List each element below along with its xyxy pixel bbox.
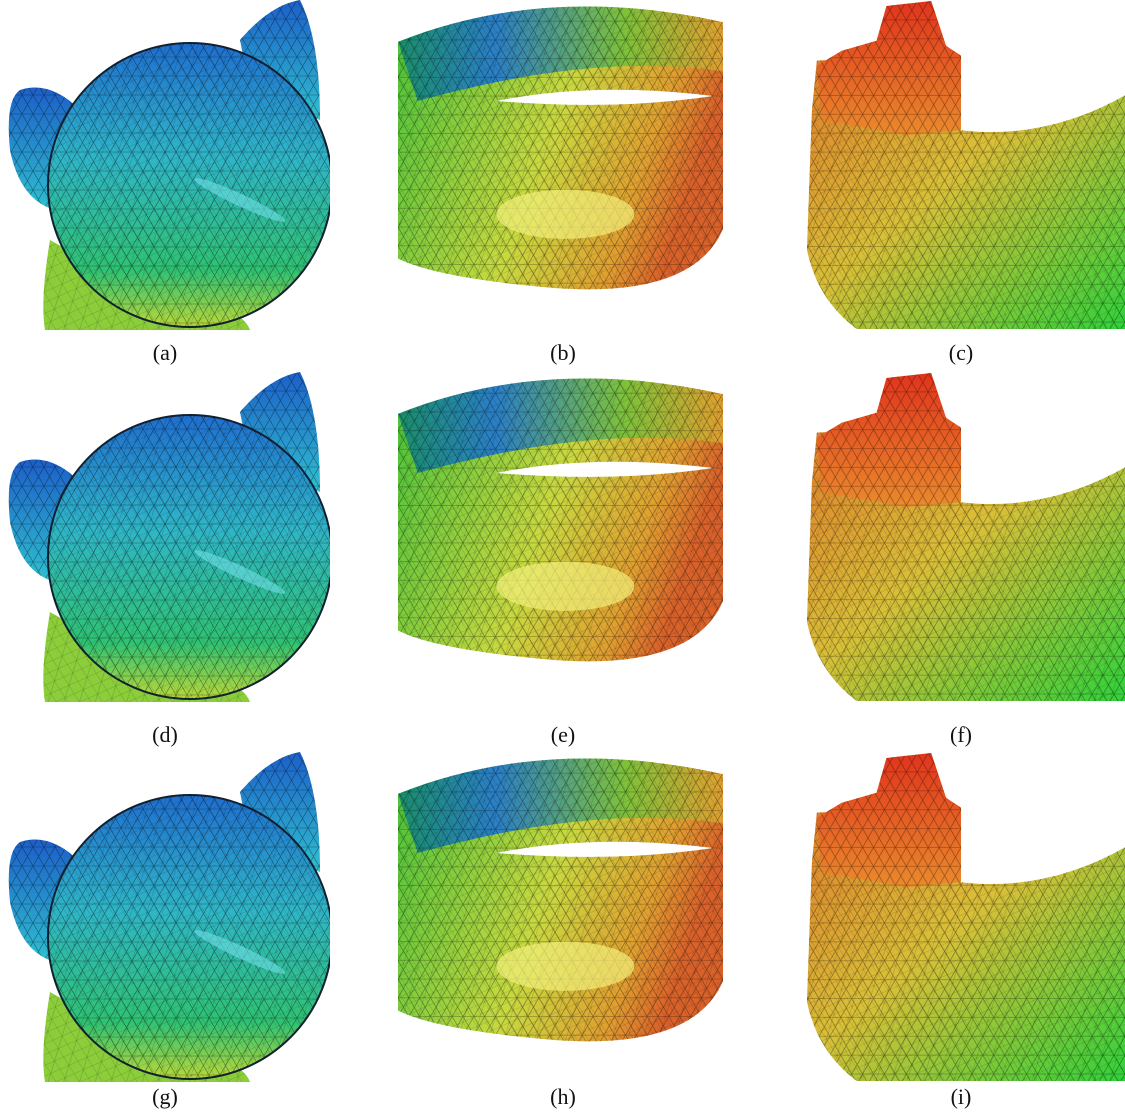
caption: (a) [153, 340, 177, 365]
cat-render [9, 0, 332, 330]
torus-render [398, 378, 723, 661]
caption: (e) [551, 722, 575, 747]
caption: (b) [550, 340, 576, 365]
caption: (d) [152, 722, 178, 747]
torus-render [398, 6, 723, 289]
cat-render [9, 372, 332, 702]
row-1: (a) (b) (c) [9, 0, 1125, 365]
cat-render [9, 752, 332, 1082]
caption: (h) [550, 1084, 576, 1109]
part-render [807, 753, 1125, 1081]
part-render [807, 373, 1125, 701]
figure: (a) (b) (c) (d) (e) (f) (g) (h) (i) [0, 0, 1125, 1113]
caption: (g) [152, 1084, 178, 1109]
caption: (c) [949, 340, 973, 365]
row-2: (d) (e) (f) [9, 372, 1125, 747]
caption: (i) [951, 1084, 972, 1109]
caption: (f) [950, 722, 972, 747]
row-3: (g) (h) (i) [9, 752, 1125, 1109]
torus-render [398, 758, 723, 1041]
part-render [807, 1, 1125, 329]
